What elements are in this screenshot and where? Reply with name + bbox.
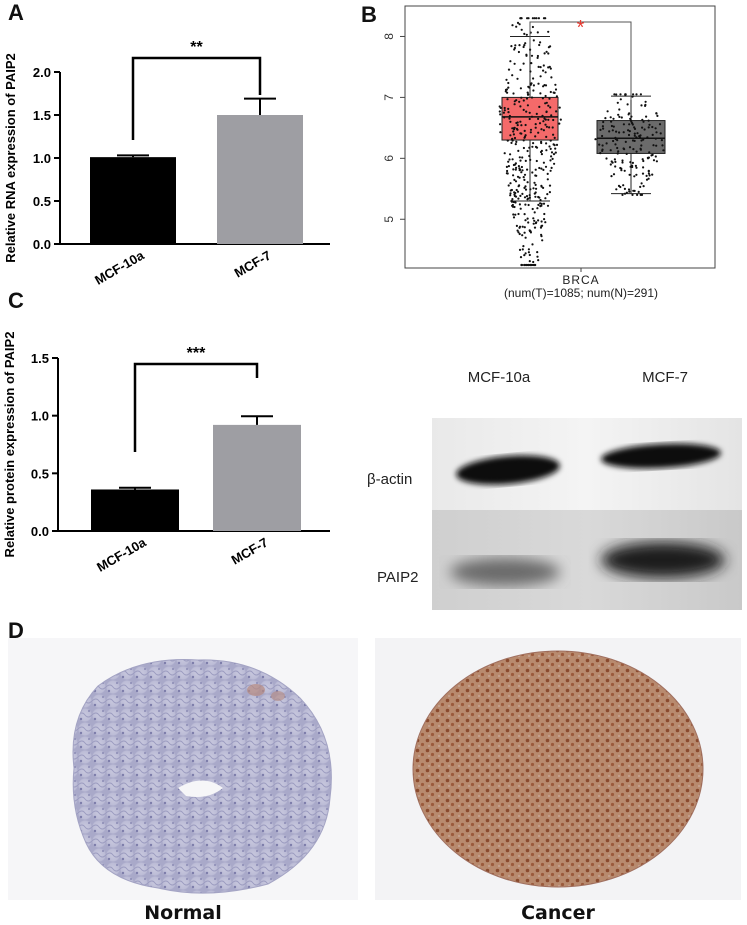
- ihc-normal-image: [8, 638, 358, 900]
- panel-letter-a: A: [8, 0, 24, 25]
- lane-label-mcf10a: MCF-10a: [468, 369, 531, 386]
- y-tick-label: 0.0: [31, 524, 49, 539]
- panel-letter-c: C: [8, 288, 24, 313]
- significance-bracket: [133, 362, 259, 452]
- y-tick-label: 8: [382, 33, 396, 40]
- y-tick-label: 1.5: [33, 108, 51, 123]
- y-tick-label: 6: [382, 155, 396, 162]
- significance-marker: *: [577, 17, 585, 39]
- y-tick-label: 0.5: [31, 466, 49, 481]
- jitter-points-group-2: [594, 93, 665, 196]
- band-beta-actin-lane2: [601, 443, 721, 469]
- x-tick-label: MCF-7: [232, 248, 274, 281]
- brca-box-plot: 5 6 7 8 * BRCA(num(T)=1085; num(N)=291): [382, 5, 716, 300]
- western-blot-image: MCF-10a MCF-7 β-actin PAIP2: [367, 369, 742, 610]
- row-label-beta-actin: β-actin: [367, 471, 412, 488]
- protein-expression-bar-chart: 0.0 0.5 1.0 1.5 Relative protein expression …: [2, 332, 330, 575]
- x-tick-label: MCF-10a: [94, 534, 149, 574]
- significance-marker: **: [190, 39, 203, 56]
- bar-mcf-7: [213, 424, 301, 531]
- plot-frame: [404, 5, 716, 269]
- jitter-points-group-1: [498, 17, 562, 267]
- western-blot-panel: MCF-10a MCF-7 β-actin PAIP2: [355, 360, 747, 615]
- band-paip2-lane1: [450, 558, 560, 586]
- x-axis-sample-counts: (num(T)=1085; num(N)=291): [504, 286, 658, 300]
- y-tick-label: 0.0: [33, 237, 51, 252]
- x-axis-label: BRCA: [562, 273, 599, 287]
- band-beta-actin-lane1: [456, 455, 560, 485]
- y-tick-label: 1.0: [31, 409, 49, 424]
- row-label-paip2: PAIP2: [377, 569, 418, 586]
- significance-bracket: [529, 21, 632, 100]
- panel-letter-b: B: [361, 2, 377, 27]
- significance-marker: ***: [187, 345, 206, 362]
- x-tick-label: MCF-7: [229, 535, 271, 568]
- y-tick-label: 5: [382, 216, 396, 223]
- y-tick-label: 2.0: [33, 65, 51, 80]
- bar-mcf-10a: [91, 489, 179, 531]
- y-axis-label: Relative protein expression of PAIP2: [2, 332, 17, 558]
- bar-mcf-7: [217, 115, 303, 244]
- y-tick-label: 1.0: [33, 151, 51, 166]
- x-tick-label: MCF-10a: [92, 247, 147, 287]
- y-tick-label: 7: [382, 94, 396, 101]
- y-tick-label: 1.5: [31, 351, 49, 366]
- band-paip2-lane2: [601, 542, 725, 578]
- box-group-2: [596, 120, 666, 154]
- y-tick-label: 0.5: [33, 194, 51, 209]
- bar-mcf-10a: [90, 157, 176, 244]
- panel-letter-d: D: [8, 618, 24, 643]
- ihc-normal-label: Normal: [144, 902, 222, 924]
- ihc-cancer-label: Cancer: [521, 902, 595, 924]
- y-axis-label: Relative RNA expression of PAIP2: [3, 53, 18, 263]
- ihc-cancer-image: [375, 638, 741, 900]
- rna-expression-bar-chart: 0.0 0.5 1.0 1.5 2.0 Relative RNA expression o…: [3, 39, 330, 288]
- lane-label-mcf7: MCF-7: [642, 369, 688, 386]
- significance-bracket: [131, 56, 262, 140]
